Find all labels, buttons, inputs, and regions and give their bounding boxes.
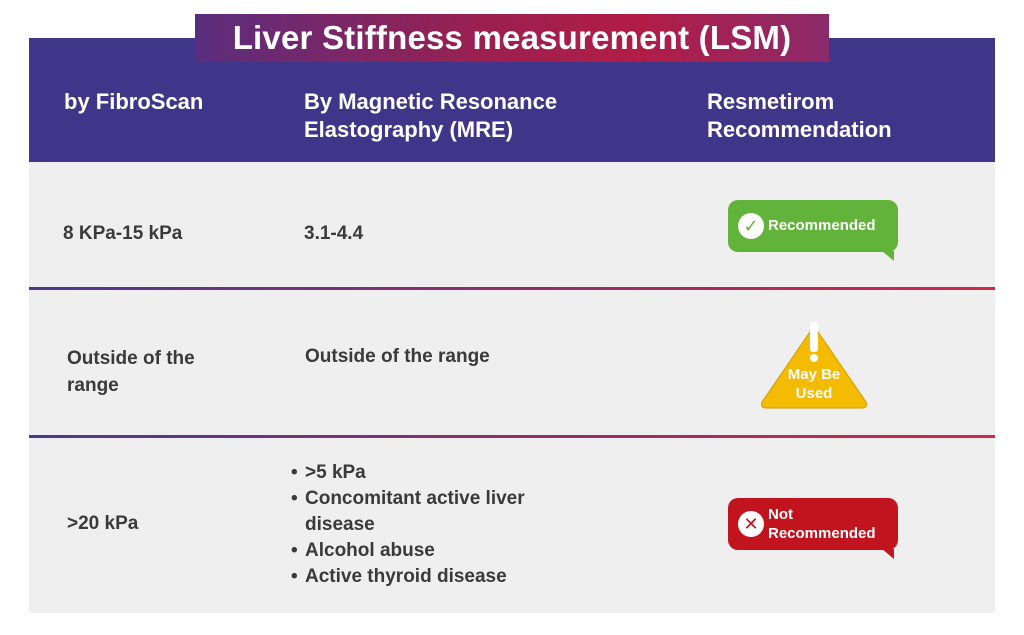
mre-value: 3.1-4.4 xyxy=(304,223,364,244)
list-item: Active thyroid disease xyxy=(291,564,525,590)
fibroscan-value: >20 kPa xyxy=(67,513,139,534)
warning-triangle-icon xyxy=(761,322,867,409)
mre-criteria-list: >5 kPa Concomitant active liver disease … xyxy=(291,460,525,590)
header-recommendation: Resmetirom Recommendation xyxy=(707,89,892,142)
header-fibroscan: by FibroScan xyxy=(64,89,204,114)
page-title: Liver Stiffness measurement (LSM) xyxy=(195,14,829,62)
recommended-badge: ✓ Recommended xyxy=(728,200,898,261)
row-divider xyxy=(29,435,995,438)
list-item: Concomitant active liver disease xyxy=(291,486,525,538)
list-item: Alcohol abuse xyxy=(291,538,525,564)
check-circle-icon: ✓ xyxy=(738,213,764,239)
fibroscan-value: 8 KPa-15 kPa xyxy=(63,223,183,244)
bubble-tail xyxy=(882,549,894,559)
row-divider xyxy=(29,287,995,290)
bubble-tail xyxy=(882,251,894,261)
fibroscan-value: Outside of the range xyxy=(67,348,195,396)
header-mre: By Magnetic Resonance Elastography (MRE) xyxy=(304,89,558,142)
x-circle-icon: ✕ xyxy=(738,511,764,537)
not-recommended-badge: ✕ Not Recommended xyxy=(728,498,898,559)
list-item: >5 kPa xyxy=(291,460,525,486)
mre-value: Outside of the range xyxy=(305,346,490,367)
may-be-used-badge: May Be Used xyxy=(758,322,870,412)
